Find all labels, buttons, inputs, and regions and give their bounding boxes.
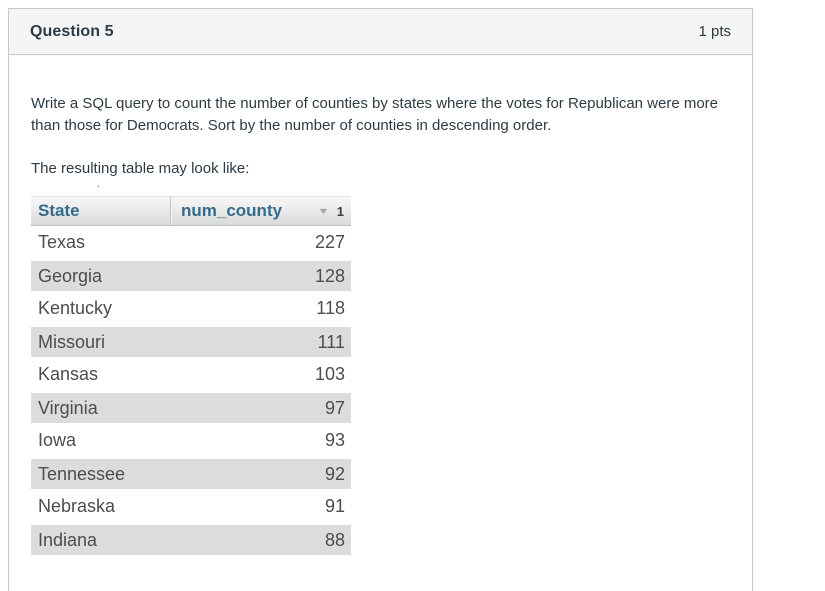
table-row: Indiana 88 (31, 523, 351, 556)
result-table: State num_county ▼ 1 Texas 227 Georgia 1… (31, 196, 351, 556)
artifact-dot: . (97, 178, 101, 190)
question-body: Write a SQL query to count the number of… (9, 55, 752, 556)
cell-state: Missouri (38, 331, 106, 352)
cell-num-county: 227 (314, 232, 345, 252)
table-row: Georgia 128 (31, 259, 351, 292)
question-title: Question 5 (30, 22, 114, 40)
cell-num-county: 92 (324, 463, 345, 484)
sort-order-badge: 1 (336, 203, 344, 219)
cell-num-county: 88 (324, 529, 345, 550)
cell-num-county: 111 (317, 331, 345, 352)
result-table-header: State num_county ▼ 1 (31, 196, 351, 226)
table-row: Kentucky 118 (31, 292, 351, 325)
cell-state: Texas (38, 232, 86, 252)
table-row: Texas 227 (31, 226, 351, 259)
table-row: Tennessee 92 (31, 457, 351, 490)
caret-down-icon: ▼ (317, 206, 330, 216)
cell-num-county: 128 (314, 265, 345, 286)
question-points: 1 pts (698, 23, 731, 40)
cell-state: Tennessee (38, 463, 126, 484)
cell-num-county: 118 (316, 298, 345, 318)
question-text: Write a SQL query to count the number of… (31, 95, 719, 134)
question-subtext: The resulting table may look like: (31, 160, 250, 177)
cell-state: Nebraska (38, 496, 116, 516)
cell-state: Kentucky (38, 298, 113, 318)
table-row: Missouri 111 (31, 325, 351, 358)
sort-indicator: ▼ 1 (317, 203, 344, 219)
column-header-num-county: num_county ▼ 1 (171, 197, 351, 225)
question-panel: Question 5 1 pts Write a SQL query to co… (8, 8, 753, 591)
table-row: Iowa 93 (31, 424, 351, 457)
cell-num-county: 103 (314, 364, 345, 384)
cell-state: Virginia (38, 397, 98, 418)
cell-num-county: 93 (324, 430, 345, 450)
column-header-state-label: State (38, 201, 80, 220)
cell-state: Indiana (38, 529, 98, 550)
column-header-state: State (31, 197, 171, 225)
cell-num-county: 97 (324, 397, 345, 418)
cell-state: Iowa (38, 430, 77, 450)
cell-num-county: 91 (324, 496, 345, 516)
table-row: Virginia 97 (31, 391, 351, 424)
column-header-num-county-label: num_county (181, 201, 283, 220)
cell-state: Kansas (38, 364, 99, 384)
table-row: Nebraska 91 (31, 490, 351, 523)
table-row: Kansas 103 (31, 358, 351, 391)
question-header: Question 5 1 pts (9, 9, 752, 55)
cell-state: Georgia (38, 265, 103, 286)
